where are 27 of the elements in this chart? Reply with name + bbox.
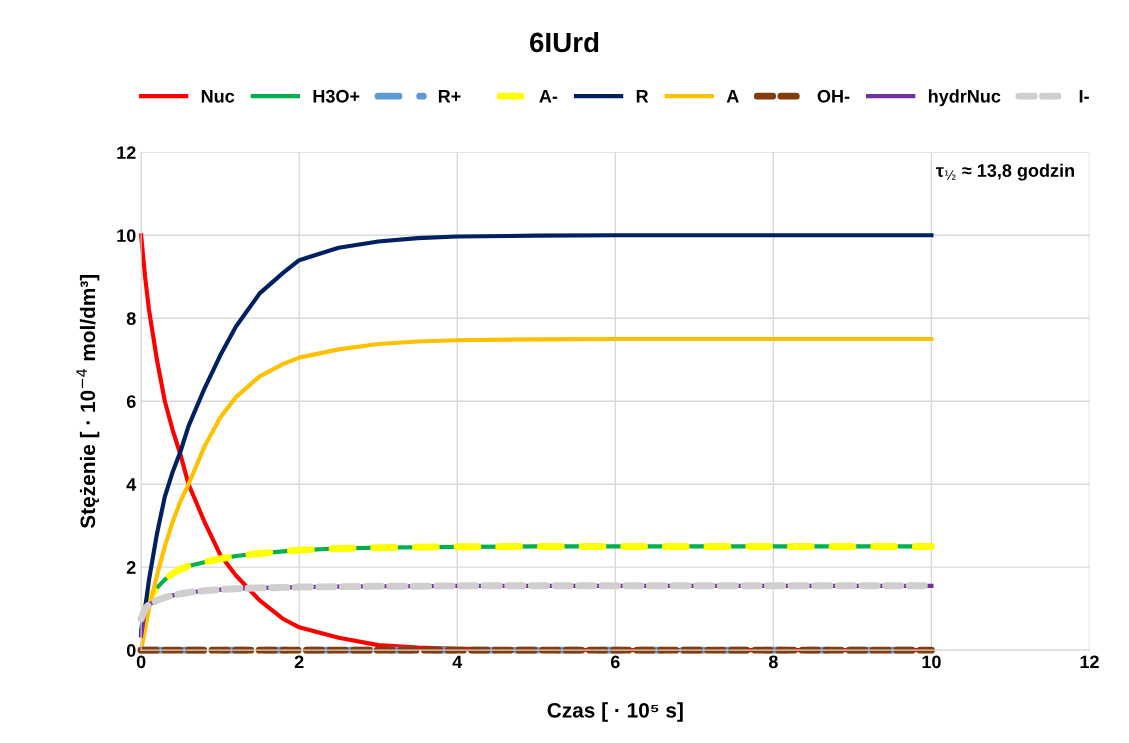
y-tick-label: 0 xyxy=(126,644,136,657)
y-tick-label: 8 xyxy=(126,312,136,325)
y-tick-label: 10 xyxy=(117,229,136,242)
x-tick-label: 10 xyxy=(922,655,941,669)
legend-label: Nuc xyxy=(201,90,235,103)
x-tick-label: 6 xyxy=(610,655,620,669)
chart-title: 6IUrd xyxy=(530,31,599,53)
x-axis-title: Czas [ · 10⁵ s] xyxy=(547,702,683,722)
legend-label: R+ xyxy=(438,90,461,103)
x-tick-label: 12 xyxy=(1080,655,1099,669)
x-tick-label: 2 xyxy=(294,655,304,669)
legend-label: hydrNuc xyxy=(928,89,1001,107)
annotation: τ$_{½}$ ≈ 13,8 godzin xyxy=(936,163,1074,181)
legend-label: H3O+ xyxy=(313,89,360,103)
x-tick-label: 4 xyxy=(452,655,463,669)
y-axis-title: Stężenie [ · 10$^{−4}$ mol/dm³] xyxy=(76,274,100,529)
y-tick-label: 6 xyxy=(126,395,136,408)
x-tick-label: 0 xyxy=(136,655,146,669)
legend-label: A- xyxy=(539,90,558,103)
legend-label: A xyxy=(726,90,739,103)
legend-label: I- xyxy=(1079,90,1089,103)
y-tick-label: 12 xyxy=(117,146,136,159)
y-tick-label: 4 xyxy=(126,478,137,491)
x-tick-label: 8 xyxy=(768,655,778,669)
legend-label: R xyxy=(636,90,649,103)
y-tick-label: 2 xyxy=(126,561,136,574)
legend-label: OH- xyxy=(817,89,850,103)
